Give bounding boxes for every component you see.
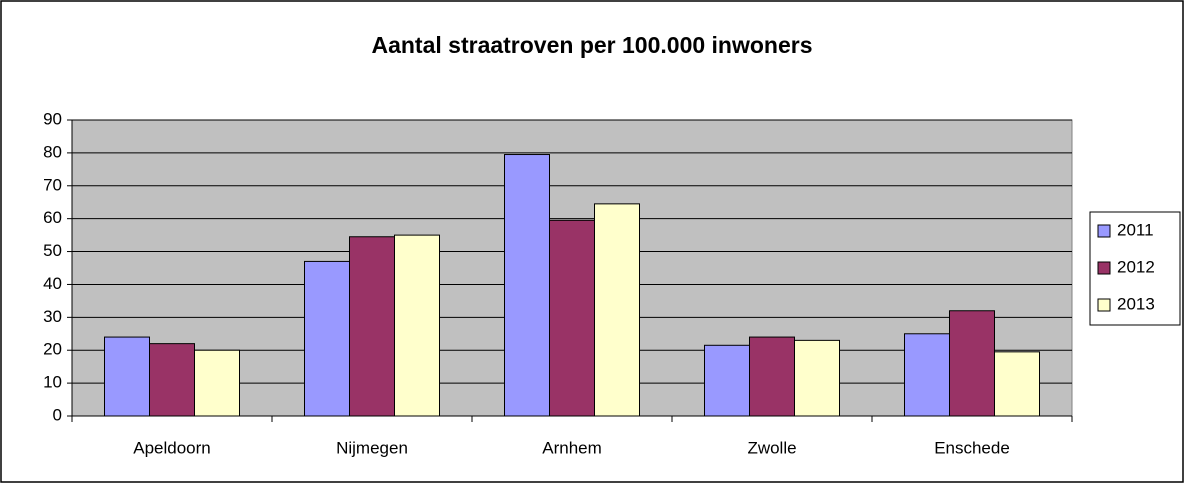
y-tick-label: 60 xyxy=(43,208,62,227)
x-tick-label: Nijmegen xyxy=(336,438,408,457)
x-tick-label: Apeldoorn xyxy=(133,438,211,457)
bar xyxy=(994,351,1040,417)
y-tick-label: 10 xyxy=(43,373,62,392)
bar xyxy=(394,234,440,417)
bar xyxy=(794,339,840,417)
bar xyxy=(104,336,150,417)
chart-title: Aantal straatroven per 100.000 inwoners xyxy=(371,32,812,58)
legend-label: 2012 xyxy=(1117,257,1155,276)
y-tick-label: 40 xyxy=(43,274,62,293)
y-tick-label: 30 xyxy=(43,307,62,326)
y-tick-label: 50 xyxy=(43,241,62,260)
bar xyxy=(549,219,595,417)
bar xyxy=(304,260,350,417)
bar xyxy=(149,343,195,417)
bar xyxy=(704,344,750,417)
bar xyxy=(904,333,950,417)
bar xyxy=(949,310,995,417)
legend-swatch xyxy=(1097,261,1111,275)
legend-swatch xyxy=(1097,224,1111,238)
y-tick-label: 90 xyxy=(43,109,62,128)
legend-label: 2013 xyxy=(1117,294,1155,313)
x-tick-label: Zwolle xyxy=(747,438,796,457)
y-tick-label: 80 xyxy=(43,142,62,161)
bar xyxy=(594,203,640,417)
bar xyxy=(749,336,795,417)
legend-label: 2011 xyxy=(1117,220,1154,239)
bar xyxy=(194,349,240,417)
x-tick-label: Arnhem xyxy=(542,438,602,457)
y-tick-label: 0 xyxy=(53,405,62,424)
y-tick-label: 70 xyxy=(43,175,62,194)
legend-swatch xyxy=(1097,298,1111,312)
bar xyxy=(504,154,550,417)
bar xyxy=(349,236,395,417)
x-tick-label: Enschede xyxy=(934,438,1010,457)
y-tick-label: 20 xyxy=(43,340,62,359)
